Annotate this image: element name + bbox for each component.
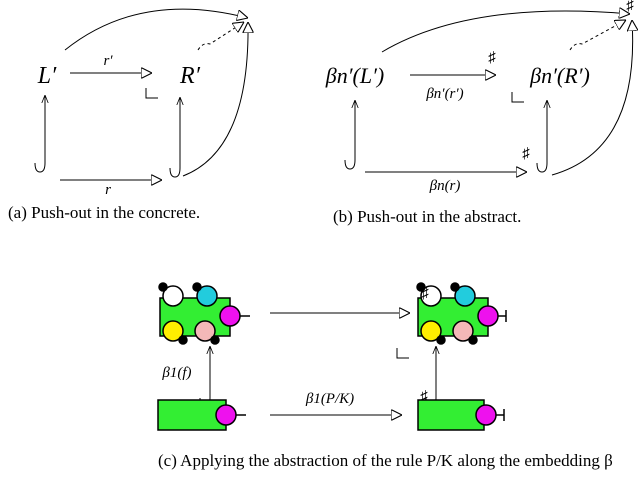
- arrow: [551, 20, 633, 176]
- arrow-label: βn′(r′): [425, 86, 463, 102]
- arrow-label: β1(f): [161, 365, 191, 381]
- arrow: [34, 95, 45, 173]
- caption: (c) Applying the abstraction of the rule…: [158, 451, 613, 470]
- panel-b: βn′(L′) βn′(R′) ♯ βn′(r′) ♯ βn(r) ♯ (b) …: [325, 0, 634, 226]
- caption: (b) Push-out in the abstract.: [333, 207, 521, 226]
- arrow: [169, 97, 180, 178]
- sharp: ♯: [488, 50, 496, 66]
- sharp: ♯: [626, 0, 634, 14]
- arrow-label: r: [105, 182, 111, 198]
- graph-icon: [158, 282, 250, 345]
- arrow-label: β1(P/K): [305, 391, 354, 407]
- arrow: [381, 11, 630, 53]
- panel-a: L′ R′ r′ r (a) Push-out in the concrete.: [8, 8, 248, 222]
- panel-c: ♯ β1(f) β1(P/K) ♯ (c) Applying the abstr…: [157, 282, 613, 470]
- caption: (a) Push-out in the concrete.: [8, 203, 200, 222]
- sharp: ♯: [420, 389, 428, 405]
- graph-icon: [416, 282, 507, 345]
- pushout-corner: [396, 348, 409, 359]
- arrow: [182, 22, 248, 177]
- dashed-arrow: [197, 22, 244, 51]
- arrow: [344, 100, 355, 170]
- pushout-corner: [511, 92, 524, 103]
- dashed-arrow: [569, 20, 626, 51]
- arrow-label: r′: [103, 53, 113, 69]
- sharp: ♯: [522, 146, 530, 162]
- arrow: [199, 346, 210, 408]
- sharp: ♯: [421, 286, 429, 302]
- arrow: [536, 100, 547, 173]
- graph-icon: [417, 399, 505, 431]
- node-label: βn′(R′): [529, 63, 590, 88]
- graph-icon: [157, 399, 246, 431]
- arrow-label: βn(r): [429, 178, 461, 194]
- arrow: [64, 8, 248, 51]
- pushout-corner: [145, 88, 158, 99]
- node-label: R′: [179, 63, 201, 89]
- node-label: βn′(L′): [325, 63, 384, 88]
- node-label: L′: [37, 63, 57, 89]
